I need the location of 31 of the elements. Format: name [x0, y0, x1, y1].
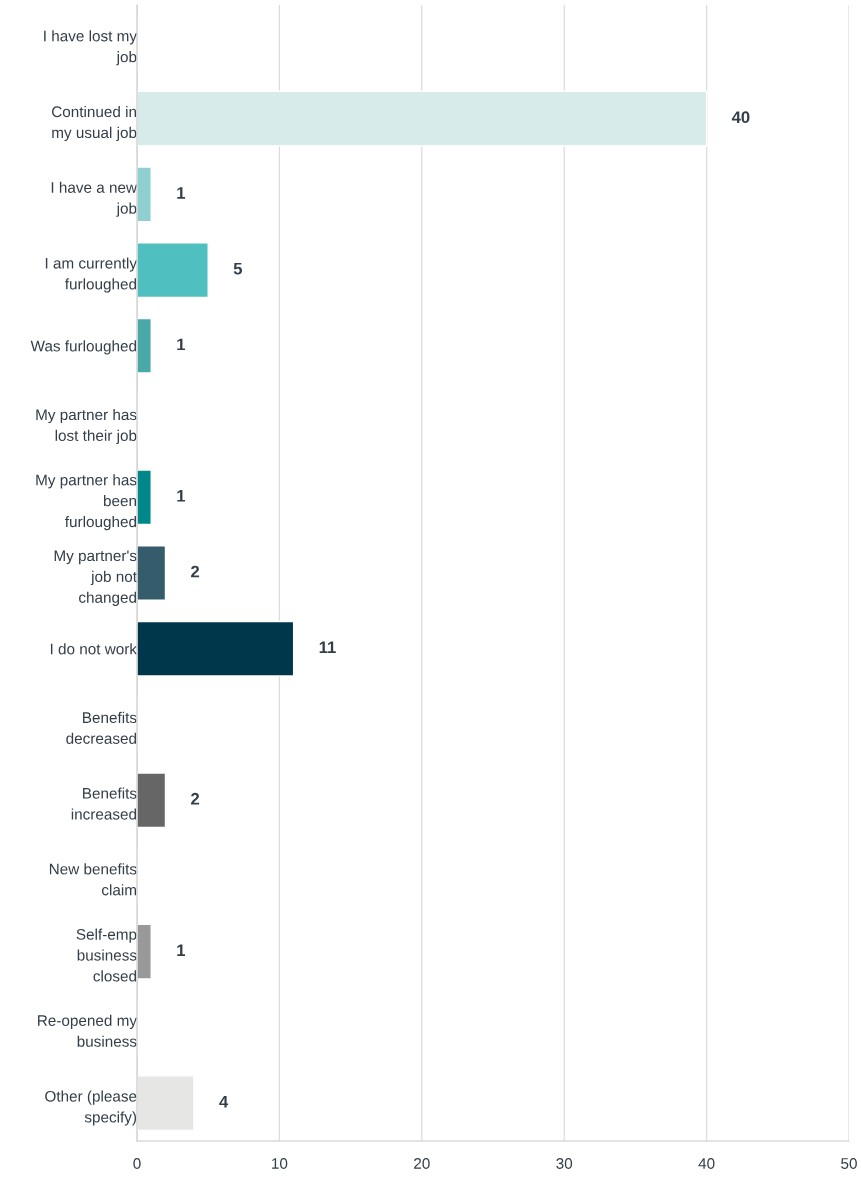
- x-tick-label: 0: [133, 1158, 141, 1169]
- y-tick-label: I do not work: [50, 643, 138, 655]
- x-tick-label: 20: [414, 1158, 430, 1169]
- x-tick-label: 30: [556, 1158, 573, 1169]
- data-label: 2: [191, 565, 200, 578]
- y-tick-label: My partner's job not changed: [54, 550, 137, 606]
- x-tick-label: 10: [272, 1158, 288, 1169]
- x-tick-label: 50: [841, 1158, 857, 1169]
- data-label: 1: [177, 944, 186, 956]
- y-tick-label: Benefits increased: [71, 787, 137, 820]
- y-tick-label: Self-emp business closed: [76, 928, 137, 982]
- y-tick-label: Other (please specify): [45, 1090, 137, 1126]
- data-label: 11: [319, 641, 336, 654]
- y-tick-label: My partner has been furloughed: [36, 474, 137, 531]
- y-tick-label: Continued in my usual job: [51, 105, 137, 142]
- y-tick-label: I am currently furloughed: [45, 257, 137, 293]
- data-label: 5: [233, 262, 242, 275]
- data-label: 1: [177, 338, 186, 351]
- y-tick-label: I have a new job: [51, 181, 138, 217]
- x-tick-label: 40: [698, 1158, 715, 1169]
- data-label: 40: [731, 111, 750, 124]
- y-tick-label: Was furloughed: [30, 340, 137, 355]
- y-tick-label: New benefits claim: [49, 863, 137, 896]
- y-tick-label: Re-opened my business: [38, 1014, 137, 1047]
- y-tick-label: Benefits decreased: [66, 711, 137, 744]
- y-tick-label: My partner has lost their job: [36, 408, 137, 444]
- y-tick-label: I have lost my job: [44, 30, 137, 66]
- data-label: 4: [219, 1095, 229, 1108]
- data-label: 2: [191, 792, 200, 805]
- data-label: 1: [177, 490, 186, 502]
- data-label: 1: [177, 187, 186, 199]
